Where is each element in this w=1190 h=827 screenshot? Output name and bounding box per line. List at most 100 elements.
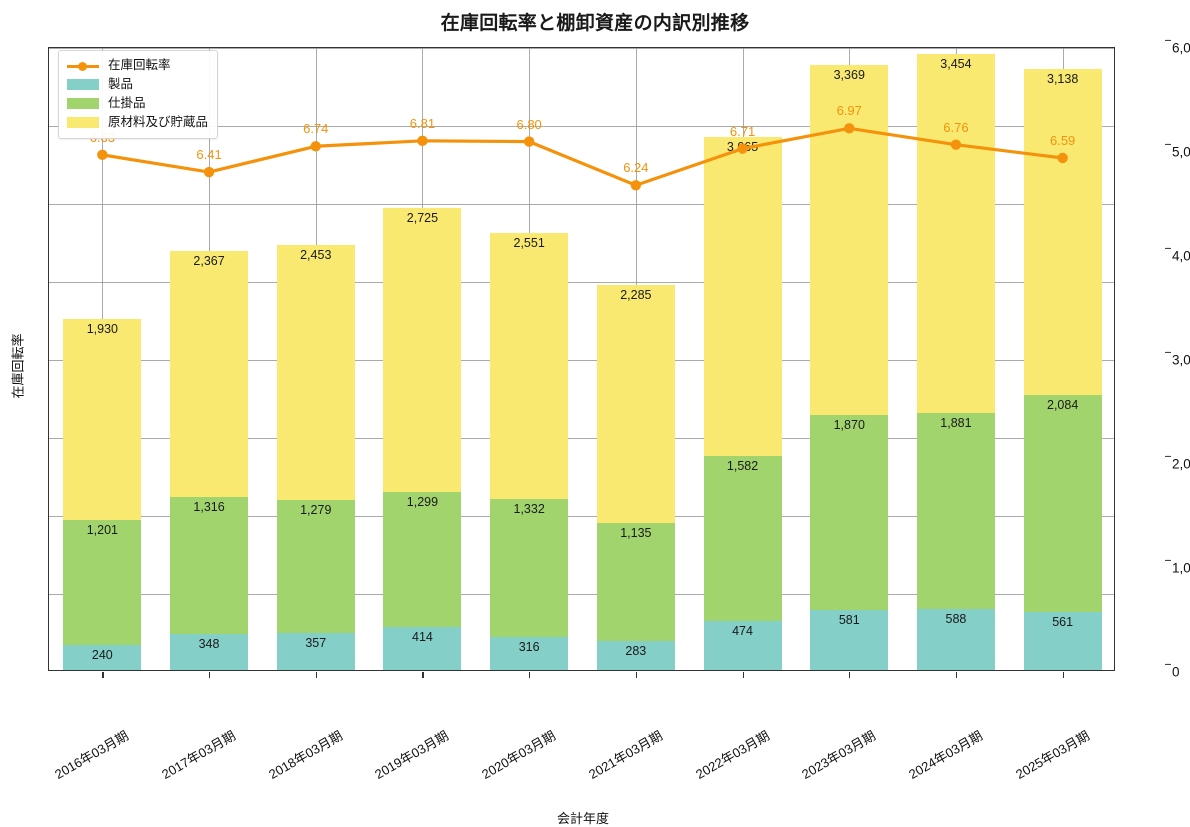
chart-container: 在庫回転率と棚卸資産の内訳別推移 240 1,201 1,930 348 1,316 2,… [10,13,1190,826]
x-axis-tick-label: 2021年03月期 [586,727,665,782]
bar-value-label: 3,138 [1047,71,1079,86]
right-axis-tick-label: 2,000 [1165,455,1190,472]
legend-item-0[interactable]: 在庫回転率 [67,56,208,75]
right-axis-tick-label: 0 [1165,663,1190,680]
bar-group[interactable]: 474 1,582 3,065 [703,137,782,670]
bar-group[interactable]: 357 1,279 2,453 [276,244,355,670]
bar-segment[interactable]: 1,870 [810,415,889,610]
chart-legend[interactable]: 在庫回転率 製品 仕掛品 原材料及び貯蔵品 [58,50,219,139]
bar-value-label: 588 [945,611,967,626]
bar-segment[interactable]: 1,582 [703,456,782,621]
axis-tick-mark [102,672,104,678]
bar-segment[interactable]: 3,454 [916,54,995,414]
bar-segment[interactable]: 1,930 [63,319,142,521]
bar-segment[interactable]: 357 [276,632,355,670]
bar-value-label: 1,299 [406,494,439,509]
line-series-svg [97,123,1068,191]
bar-segment[interactable]: 1,316 [170,496,249,634]
legend-line-marker-icon [67,60,99,71]
gridline [49,516,1114,517]
bar-value-label: 1,279 [300,502,332,517]
bar-segment[interactable]: 240 [63,645,142,670]
bar-value-label: 474 [732,623,753,638]
x-axis-tick-label: 2016年03月期 [52,727,132,782]
x-axis-tick-label: 2022年03月期 [692,727,772,782]
bar-segment[interactable]: 348 [170,633,249,670]
x-axis-tick-label: 2024年03月期 [906,727,985,782]
line-marker[interactable] [310,141,321,152]
bar-group[interactable]: 561 2,084 3,138 [1023,68,1102,670]
bar-segment[interactable]: 2,453 [276,244,355,500]
bar-segment[interactable]: 2,551 [490,233,569,499]
line-marker[interactable] [737,143,748,154]
bar-segment[interactable]: 3,369 [810,64,889,416]
axis-tick-mark [849,672,851,678]
right-axis-tick-label: 6,000 [1165,39,1190,56]
bar-value-label: 3,369 [833,67,865,82]
x-axis-tick-label: 2018年03月期 [265,727,345,782]
legend-item-2[interactable]: 仕掛品 [67,94,208,113]
line-marker[interactable] [630,180,642,191]
left-axis-label: 在庫回転率 [10,333,26,399]
x-axis-tick-label: 2017年03月期 [159,727,239,782]
x-axis-label: 会計年度 [556,811,610,826]
bar-segment[interactable]: 2,084 [1023,394,1102,612]
bar-group[interactable]: 316 1,332 2,551 [490,233,569,670]
axis-tick-mark [1165,663,1171,666]
bar-segment[interactable]: 2,367 [170,250,249,497]
bar-value-label: 240 [91,648,113,663]
bar-segment[interactable]: 2,725 [383,208,462,492]
x-axis-tick-label: 2023年03月期 [799,727,879,782]
line-marker[interactable] [203,166,215,178]
axis-tick-mark [315,672,317,678]
bar-segment[interactable]: 474 [703,620,782,670]
line-marker[interactable] [844,123,855,134]
bar-segment[interactable]: 316 [490,637,569,670]
line-value-label: 6.74 [303,121,329,137]
line-value-label: 6.80 [516,116,542,132]
bar-value-label: 414 [412,629,433,644]
bar-group[interactable]: 581 1,870 3,369 [810,64,889,670]
bar-segment[interactable]: 3,065 [703,137,782,457]
bar-value-label: 2,285 [620,287,652,302]
bar-value-label: 1,316 [193,499,225,514]
gridline [49,126,1114,127]
legend-color-swatch-icon [67,79,99,90]
bar-segment[interactable]: 588 [916,608,995,670]
axis-tick-mark [529,672,531,678]
bar-segment[interactable]: 1,332 [490,498,569,638]
bar-segment[interactable]: 3,138 [1023,68,1102,395]
line-value-label: 6.81 [409,115,436,131]
bar-group[interactable]: 283 1,135 2,285 [596,284,675,670]
bar-value-label: 283 [625,643,647,658]
bar-value-label: 2,725 [406,211,439,226]
line-marker[interactable] [1057,152,1068,164]
bar-segment[interactable]: 1,881 [916,413,995,609]
legend-item-1[interactable]: 製品 [67,75,208,94]
bar-segment[interactable]: 1,135 [596,522,675,641]
line-marker[interactable] [950,139,962,150]
bar-value-label: 561 [1052,614,1074,629]
line-marker[interactable] [523,136,535,147]
line-marker[interactable] [97,149,108,161]
bar-value-label: 1,582 [726,459,759,474]
bar-segment[interactable]: 283 [596,640,675,670]
bar-segment[interactable]: 414 [383,626,462,670]
legend-color-swatch-icon [67,117,99,128]
line-marker[interactable] [417,135,428,147]
bar-segment[interactable]: 1,299 [383,491,462,627]
bar-group[interactable]: 414 1,299 2,725 [383,208,462,670]
bar-segment[interactable]: 2,285 [596,284,675,523]
bar-group[interactable]: 588 1,881 3,454 [916,54,995,670]
line-value-label: 6.41 [196,147,222,163]
bar-value-label: 1,201 [86,523,118,538]
bar-value-label: 1,135 [620,525,652,540]
bar-group[interactable]: 348 1,316 2,367 [170,250,249,670]
bar-segment[interactable]: 561 [1023,611,1102,670]
bar-group[interactable]: 240 1,201 1,930 [63,319,142,670]
legend-item-3[interactable]: 原材料及び貯蔵品 [67,113,208,132]
bar-segment[interactable]: 1,201 [63,520,142,646]
bar-segment[interactable]: 581 [810,609,889,670]
bar-segment[interactable]: 1,279 [276,499,355,633]
gridline [49,360,1114,361]
